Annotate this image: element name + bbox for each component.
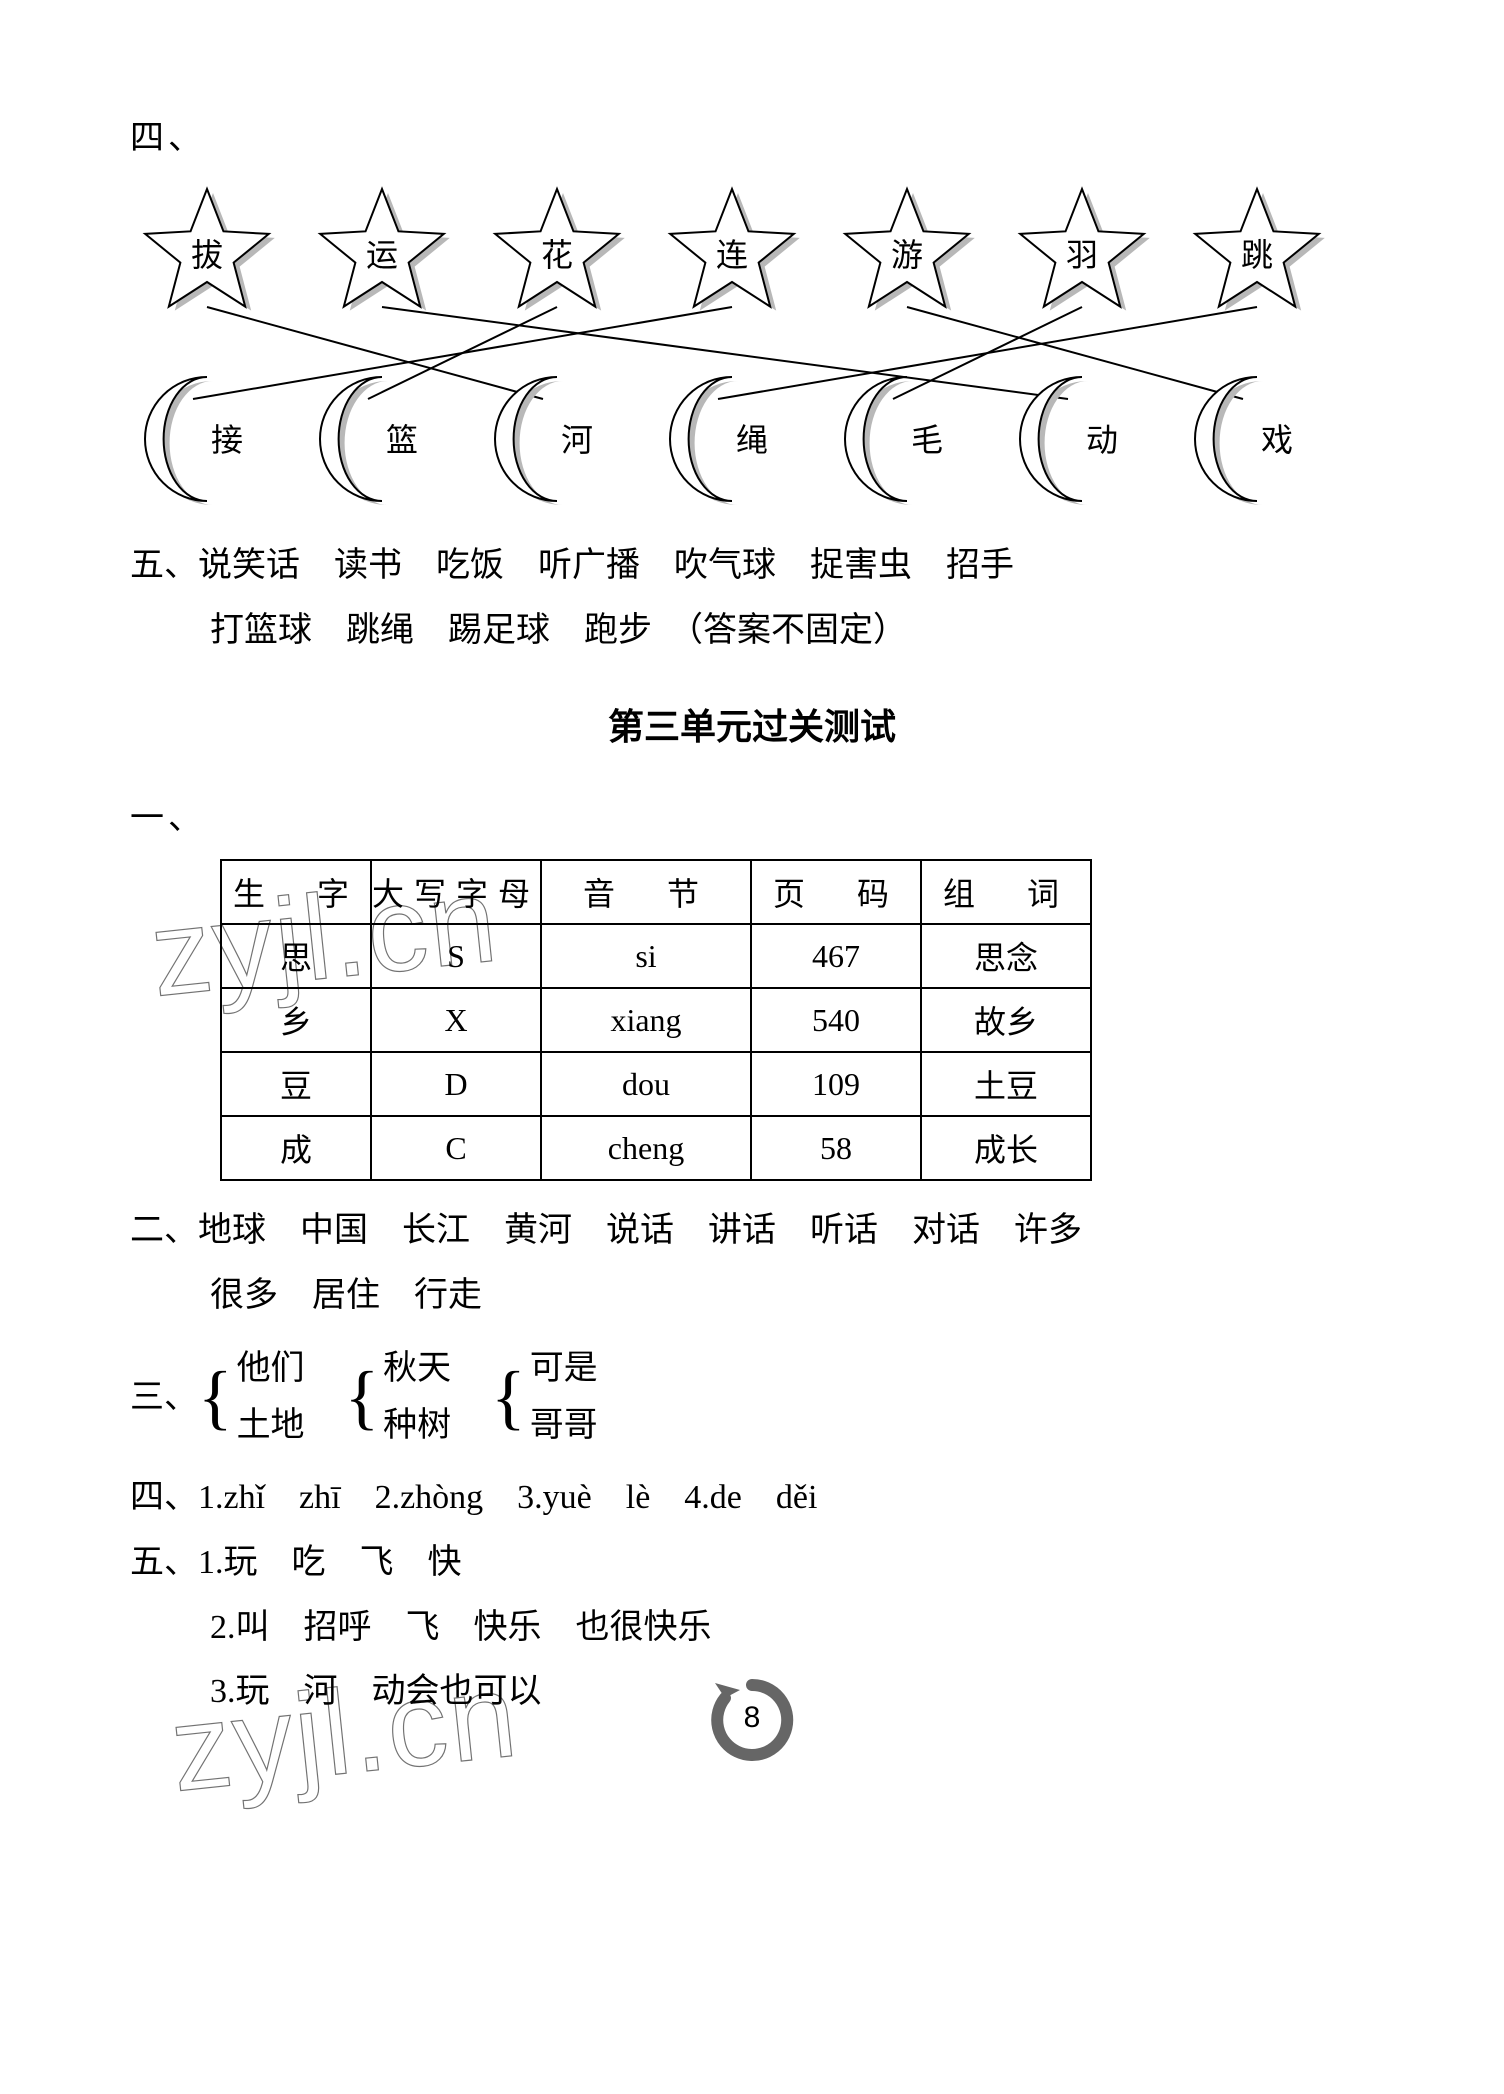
bracket-group: {他们土地: [198, 1343, 305, 1451]
table-row: 豆Ddou109土豆: [221, 1052, 1091, 1116]
bracket-items: 他们土地: [237, 1343, 305, 1451]
bracket-items: 秋天种树: [383, 1343, 451, 1451]
svg-text:毛: 毛: [911, 422, 943, 458]
section-3b-label: 三、: [130, 1372, 198, 1423]
svg-text:羽: 羽: [1066, 237, 1098, 273]
section-4-label: 四、: [130, 110, 1374, 159]
table-row: 乡Xxiang540故乡: [221, 988, 1091, 1052]
bracket-item: 种树: [383, 1400, 451, 1451]
section-5-text1: 说笑话 读书 吃饭 听广播 吹气球 捉害虫 招手: [198, 547, 1014, 584]
svg-text:游: 游: [891, 237, 923, 273]
section-5-line2: 打篮球 跳绳 踢足球 跑步 （答案不固定）: [130, 599, 1374, 664]
svg-text:绳: 绳: [736, 422, 768, 458]
table-cell: 467: [751, 924, 921, 988]
brace-icon: {: [198, 1372, 237, 1422]
section-2b-line2: 很多 居住 行走: [130, 1264, 1374, 1329]
svg-text:运: 运: [366, 237, 398, 273]
table-cell: 思念: [921, 924, 1091, 988]
section-4b: 四、1.zhǐ zhī 2.zhòng 3.yuè lè 4.de děi: [130, 1466, 1374, 1531]
table-header: 页 码: [751, 860, 921, 924]
bracket-item: 他们: [237, 1343, 305, 1394]
brace-icon: {: [345, 1372, 384, 1422]
unit-title: 第三单元过关测试: [130, 698, 1374, 750]
svg-text:篮: 篮: [386, 422, 418, 458]
table-cell: 成: [221, 1116, 371, 1180]
page: 四、 拔运花连游羽跳接篮河绳毛动戏 五、说笑话 读书 吃饭 听广播 吹气球 捉害…: [0, 0, 1504, 1805]
table-cell: xiang: [541, 988, 751, 1052]
section-5-label: 五、: [130, 547, 198, 584]
bracket-item: 土地: [237, 1400, 305, 1451]
bracket-items: 可是哥哥: [530, 1343, 598, 1451]
table-cell: 乡: [221, 988, 371, 1052]
table-row: 成Ccheng58成长: [221, 1116, 1091, 1180]
table-cell: cheng: [541, 1116, 751, 1180]
section-2b-line1: 二、地球 中国 长江 黄河 说话 讲话 听话 对话 许多: [130, 1199, 1374, 1264]
table-cell: 故乡: [921, 988, 1091, 1052]
svg-text:接: 接: [211, 422, 243, 458]
bracket-group: {秋天种树: [345, 1343, 452, 1451]
section-4b-text: 1.zhǐ zhī 2.zhòng 3.yuè lè 4.de děi: [198, 1479, 817, 1516]
table-cell: si: [541, 924, 751, 988]
section-4b-label: 四、: [130, 1479, 198, 1516]
table-cell: D: [371, 1052, 541, 1116]
table-header: 组 词: [921, 860, 1091, 924]
table-header: 生 字: [221, 860, 371, 924]
page-number-text: 8: [707, 1701, 797, 1735]
table-cell: 思: [221, 924, 371, 988]
diagram-svg: 拔 运 花 连 游 羽 跳接 篮 河 绳 毛 动 戏: [132, 179, 1372, 519]
svg-text:动: 动: [1086, 422, 1118, 458]
table-cell: S: [371, 924, 541, 988]
svg-text:花: 花: [541, 237, 573, 273]
section-2b-label: 二、: [130, 1212, 198, 1249]
bracket-item: 可是: [530, 1343, 598, 1394]
section-5b-item1: 1.玩 吃 飞 快: [198, 1544, 462, 1581]
bracket-item: 秋天: [383, 1343, 451, 1394]
bracket-container: {他们土地{秋天种树{可是哥哥: [198, 1343, 638, 1451]
table-header: 音 节: [541, 860, 751, 924]
table-cell: dou: [541, 1052, 751, 1116]
section-5b-line1: 五、1.玩 吃 飞 快: [130, 1531, 1374, 1596]
matching-diagram: 拔 运 花 连 游 羽 跳接 篮 河 绳 毛 动 戏: [132, 179, 1372, 519]
svg-text:连: 连: [716, 237, 748, 273]
character-table: 生 字大写字母音 节页 码组 词思Ssi467思念乡Xxiang540故乡豆Dd…: [220, 859, 1092, 1181]
svg-text:拔: 拔: [191, 237, 223, 273]
table-row: 思Ssi467思念: [221, 924, 1091, 988]
table-cell: C: [371, 1116, 541, 1180]
table-cell: 109: [751, 1052, 921, 1116]
section-3b: 三、 {他们土地{秋天种树{可是哥哥: [130, 1343, 1374, 1451]
section-5b-item2: 2.叫 招呼 飞 快乐 也很快乐: [130, 1596, 1374, 1661]
svg-text:戏: 戏: [1261, 422, 1293, 458]
svg-text:河: 河: [561, 422, 593, 458]
bracket-item: 哥哥: [530, 1400, 598, 1451]
table-cell: X: [371, 988, 541, 1052]
table-cell: 土豆: [921, 1052, 1091, 1116]
section-5b-label: 五、: [130, 1544, 198, 1581]
table-header: 大写字母: [371, 860, 541, 924]
svg-text:跳: 跳: [1241, 237, 1273, 273]
section-5-line1: 五、说笑话 读书 吃饭 听广播 吹气球 捉害虫 招手: [130, 534, 1374, 599]
table-cell: 豆: [221, 1052, 371, 1116]
section-2b-text1: 地球 中国 长江 黄河 说话 讲话 听话 对话 许多: [198, 1212, 1082, 1249]
bracket-group: {可是哥哥: [491, 1343, 598, 1451]
brace-icon: {: [491, 1372, 530, 1422]
table-cell: 成长: [921, 1116, 1091, 1180]
section-1b-label: 一、: [130, 790, 1374, 839]
table-cell: 540: [751, 988, 921, 1052]
page-number: 8: [707, 1675, 797, 1765]
table-cell: 58: [751, 1116, 921, 1180]
